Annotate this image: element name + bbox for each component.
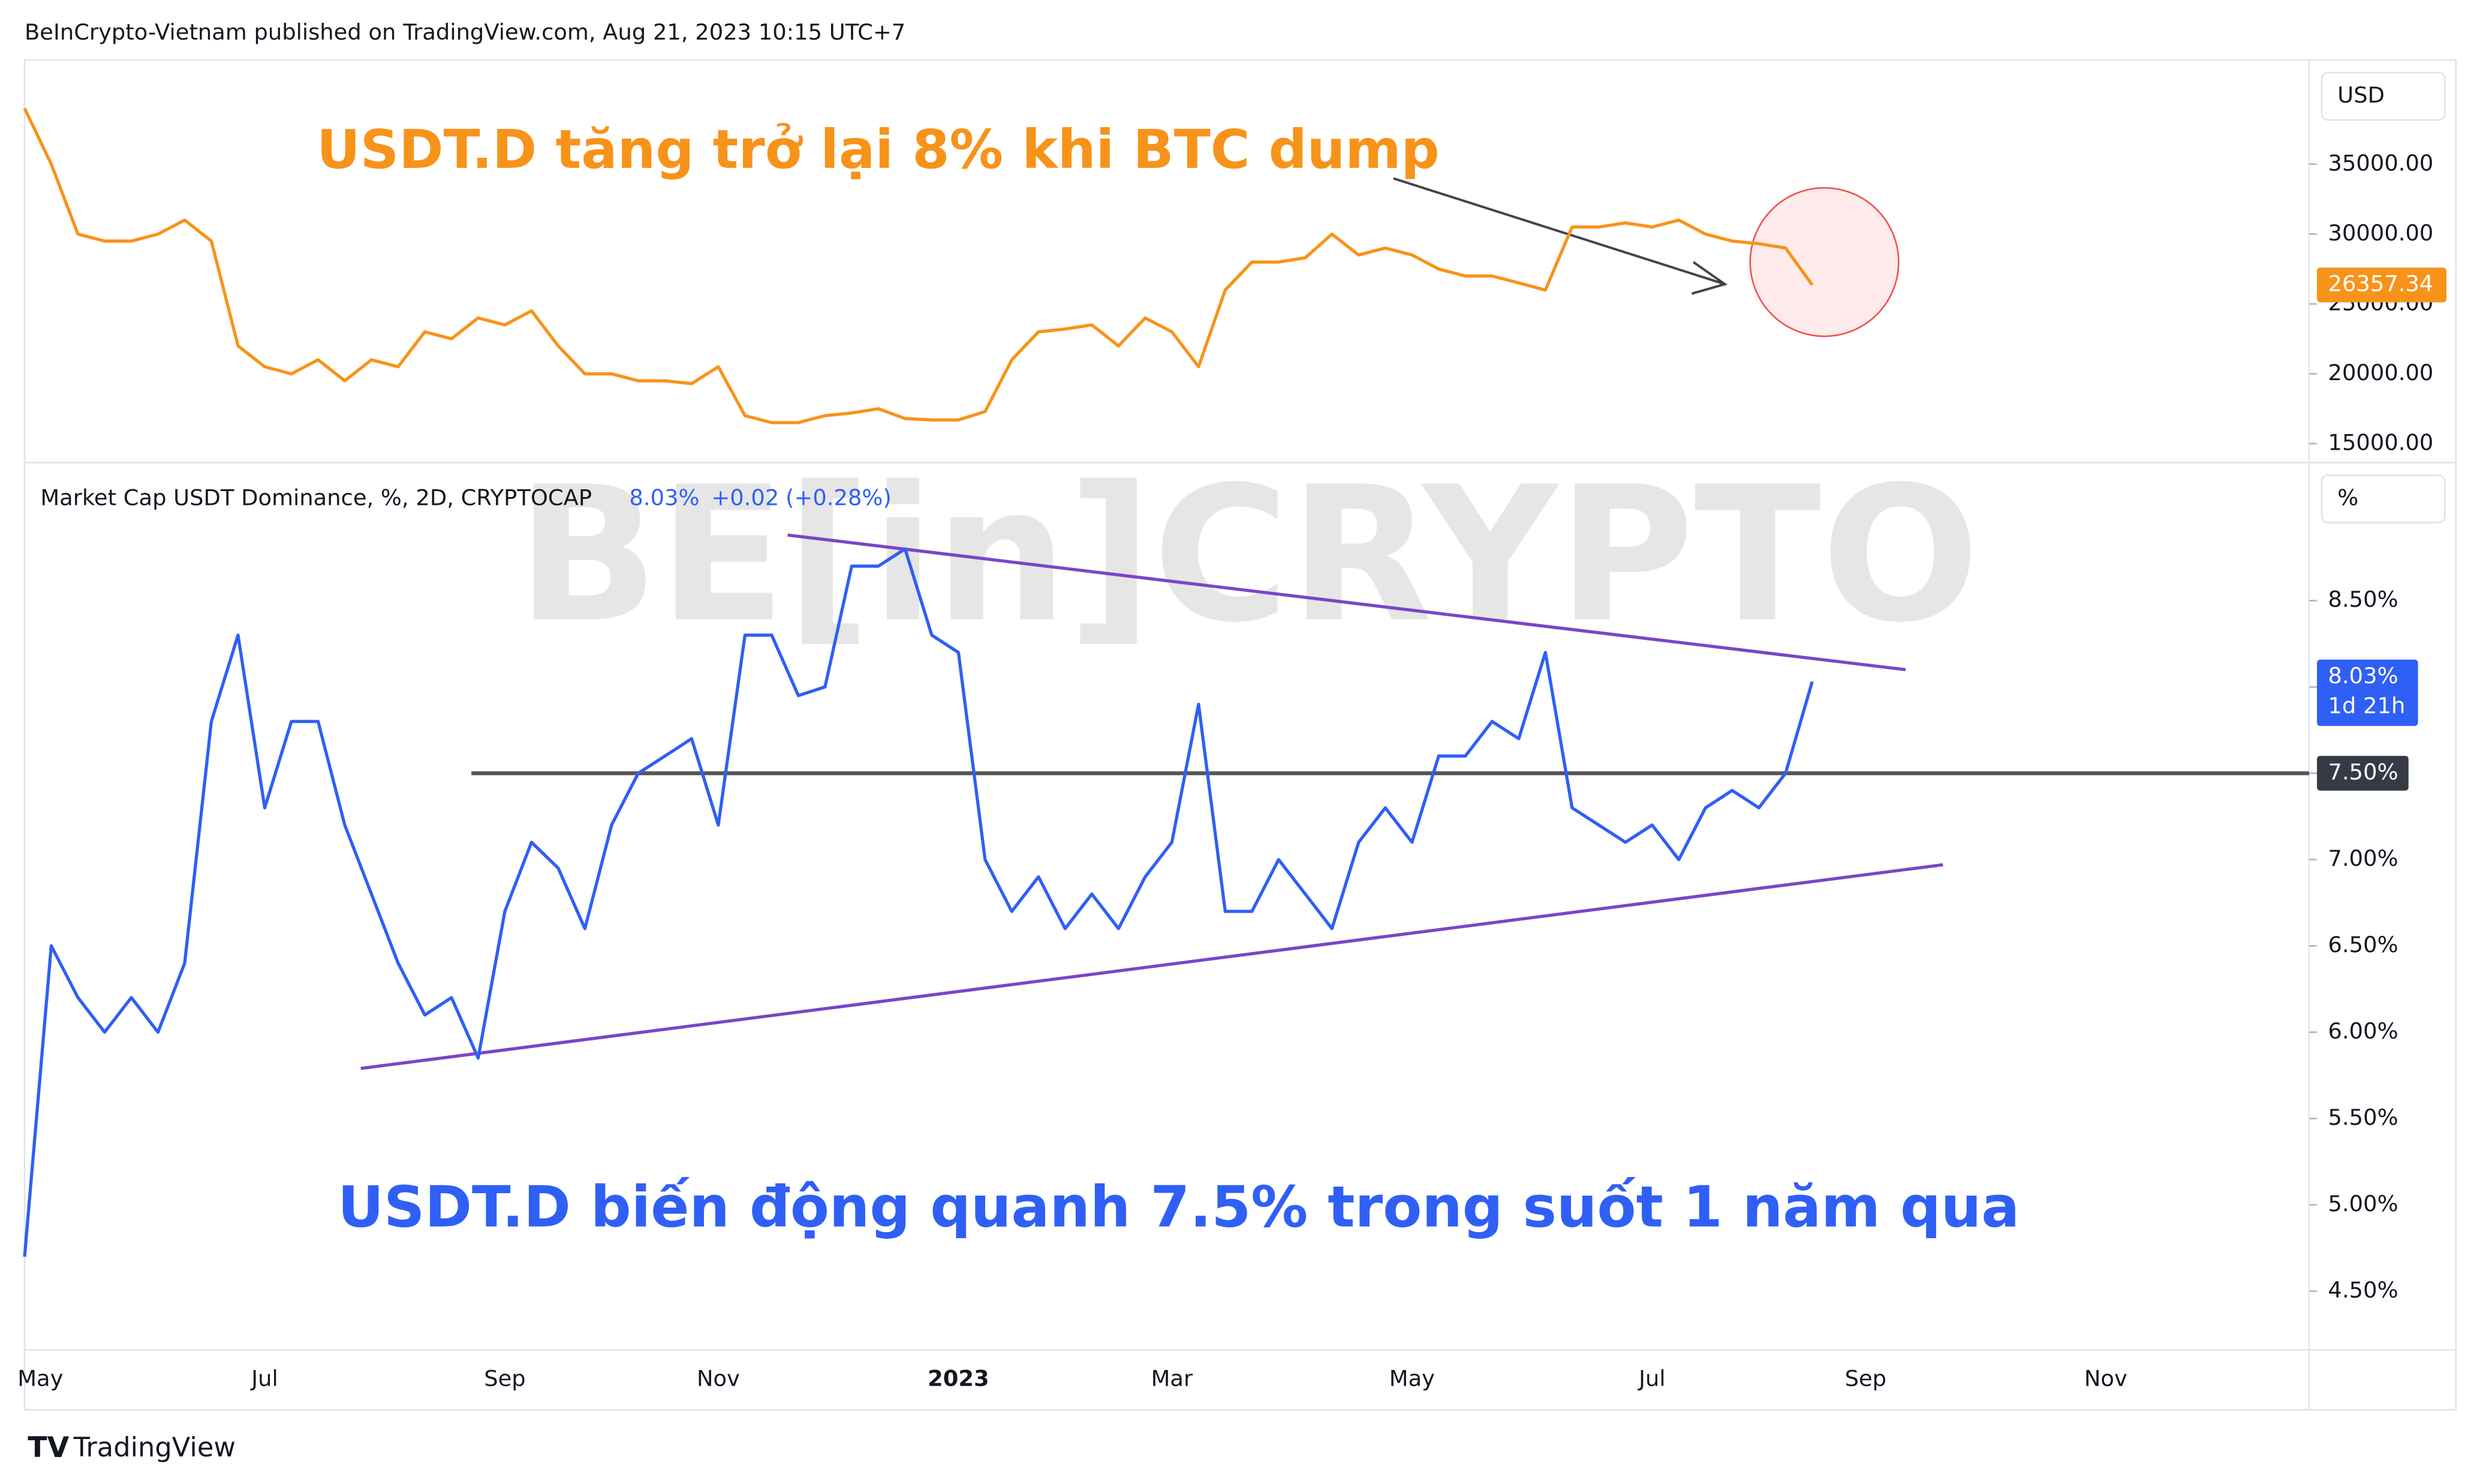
x-tick-label: Sep [1845, 1366, 1886, 1392]
y-tick-label: 35000.00 [2328, 150, 2434, 176]
countdown: 1d 21h [2328, 693, 2406, 719]
legend-value: 8.03% [629, 485, 699, 511]
arrow-head [1691, 261, 1728, 295]
data-line [23, 547, 1814, 1257]
y-tick-label: 7.00% [2328, 845, 2398, 871]
last-price-label: 8.03% [2328, 663, 2398, 689]
unit[interactable]: % [2337, 485, 2358, 511]
x-tick-label: Jul [250, 1366, 278, 1392]
y-tick-label: 8.50% [2328, 586, 2398, 612]
y-tick-label: 15000.00 [2328, 429, 2434, 455]
header: BeInCrypto-Vietnam published on TradingV… [25, 19, 905, 45]
annotation: USDT.D biến động quanh 7.5% trong suốt 1… [338, 1174, 2019, 1240]
data-line [23, 107, 1814, 425]
x-tick-label: Sep [484, 1366, 525, 1392]
x-tick-label: May [1389, 1366, 1435, 1392]
y-tick-label: 6.50% [2328, 932, 2398, 958]
arrow [1393, 177, 1726, 285]
watermark: BE[in]CRYPTO [517, 447, 1980, 664]
frame [23, 59, 2457, 1411]
last-price-badge [2317, 267, 2446, 303]
x-tick-label: Nov [2084, 1366, 2127, 1392]
annotation: USDT.D tăng trở lại 8% khi BTC dump [317, 119, 1440, 181]
trendline [360, 863, 1943, 1070]
price-badge-label: 7.50% [2328, 759, 2398, 785]
y-tick-label: 5.00% [2328, 1191, 2398, 1217]
y-tick-label: 4.50% [2328, 1277, 2398, 1303]
x-tick-label: Nov [697, 1366, 740, 1392]
y-tick-label: 5.50% [2328, 1104, 2398, 1130]
last-price-badge [2317, 660, 2418, 726]
plot: 15000.0020000.0025000.0030000.0035000.00… [17, 107, 2446, 1392]
footer: TradingView [73, 1431, 236, 1463]
unit-box[interactable] [2320, 474, 2446, 523]
price-badge [2317, 755, 2409, 791]
trendline [787, 533, 1906, 672]
legend-change: +0.02 [711, 485, 779, 511]
y-tick-label: 6.00% [2328, 1018, 2398, 1044]
x-tick-label: May [17, 1366, 63, 1392]
currency-box[interactable] [2320, 71, 2446, 121]
legend-title: Market Cap USDT Dominance, %, 2D, CRYPTO… [40, 485, 592, 511]
legend-change-pct: (+0.28%) [785, 485, 892, 511]
x-tick-label: Jul [1638, 1366, 1665, 1392]
y-tick-label: 20000.00 [2328, 360, 2434, 386]
x-tick-label: 2023 [928, 1366, 989, 1392]
last-price-label: 26357.34 [2328, 271, 2434, 297]
logo: TV [28, 1431, 69, 1464]
y-tick-label: 30000.00 [2328, 220, 2434, 246]
currency[interactable]: USD [2337, 82, 2385, 108]
x-tick-label: Mar [1151, 1366, 1193, 1392]
highlight-circle [1749, 187, 1900, 338]
